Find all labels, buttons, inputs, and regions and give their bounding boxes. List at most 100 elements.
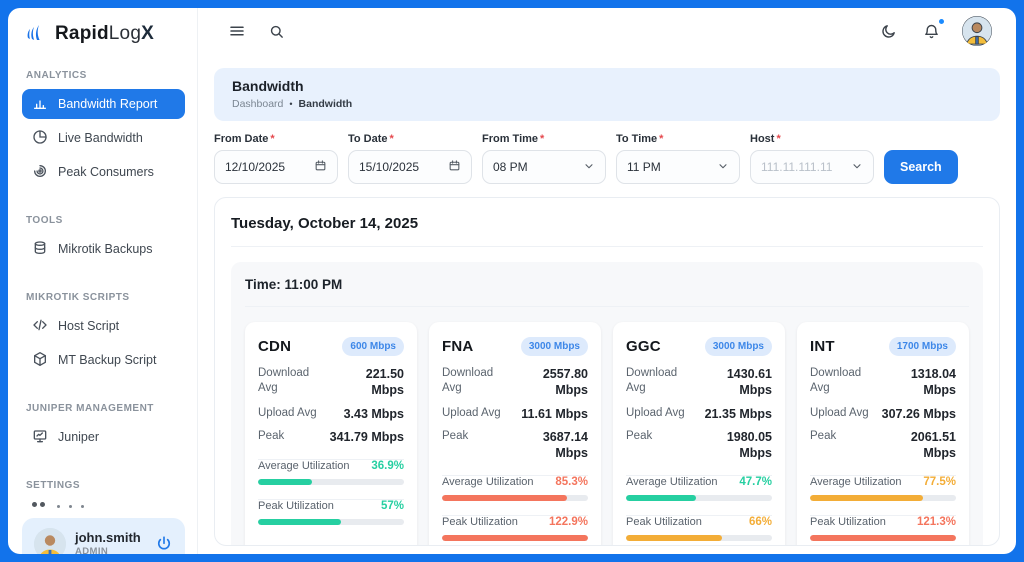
sidebar-item-juniper[interactable]: Juniper bbox=[22, 422, 185, 452]
interface-name: FNA bbox=[442, 338, 473, 355]
user-avatar bbox=[34, 528, 66, 554]
profile-avatar[interactable] bbox=[962, 16, 992, 46]
sidebar-item-mikrotik-backups[interactable]: Mikrotik Backups bbox=[22, 234, 185, 264]
metric-label: Download Avg bbox=[626, 366, 690, 399]
upload-avg-row: Upload Avg 307.26 Mbps bbox=[810, 406, 956, 422]
host-select[interactable]: 111.11.111.11 bbox=[750, 150, 874, 184]
metric-value: 2557.80 Mbps bbox=[514, 366, 588, 399]
required-asterisk: * bbox=[540, 133, 544, 145]
utilization-percent: 77.5% bbox=[923, 476, 956, 488]
sidebar-item-label: Mikrotik Backups bbox=[58, 242, 152, 256]
metric-label: Upload Avg bbox=[258, 406, 317, 422]
progress-bar bbox=[626, 495, 772, 501]
search-icon[interactable] bbox=[264, 19, 289, 44]
from-date-input[interactable]: 12/10/2025 bbox=[214, 150, 338, 184]
metric-value: 221.50 Mbps bbox=[330, 366, 404, 399]
time-heading: Time: 11:00 PM bbox=[245, 277, 969, 292]
sidebar-item-label: MT Backup Script bbox=[58, 353, 156, 367]
to-time-select[interactable]: 11 PM bbox=[616, 150, 740, 184]
topbar bbox=[198, 8, 1016, 54]
host-field: Host* 111.11.111.11 bbox=[750, 133, 874, 184]
progress-bar bbox=[442, 495, 588, 501]
utilization-label: Peak Utilization bbox=[810, 516, 886, 528]
sidebar-item-live-bandwidth[interactable]: Live Bandwidth bbox=[22, 123, 185, 153]
utilization-label: Average Utilization bbox=[258, 460, 350, 472]
sidebar-item-label: Host Script bbox=[58, 319, 119, 333]
sidebar-item-peak-consumers[interactable]: Peak Consumers bbox=[22, 157, 185, 187]
required-asterisk: * bbox=[659, 133, 663, 145]
metric-value: 307.26 Mbps bbox=[882, 406, 956, 422]
sidebar-item-partial-label bbox=[57, 499, 84, 508]
database-icon bbox=[32, 240, 48, 259]
dark-mode-moon-icon[interactable] bbox=[876, 19, 901, 44]
from-date-field: From Date* 12/10/2025 bbox=[214, 133, 338, 184]
calendar-icon bbox=[314, 159, 327, 175]
to-date-input[interactable]: 15/10/2025 bbox=[348, 150, 472, 184]
utilization-percent: 36.9% bbox=[371, 460, 404, 472]
cube-icon bbox=[32, 351, 48, 370]
user-name: john.smith bbox=[75, 531, 141, 546]
brand-wave-icon bbox=[24, 22, 48, 46]
progress-bar-fill bbox=[258, 519, 341, 525]
from-time-field: From Time* 08 PM bbox=[482, 133, 606, 184]
sidebar-item-host-script[interactable]: Host Script bbox=[22, 311, 185, 341]
peak-row: Peak 3687.14 Mbps bbox=[442, 429, 588, 462]
metric-label: Upload Avg bbox=[810, 406, 869, 422]
nav-section-juniper-management: JUNIPER MANAGEMENT Juniper bbox=[22, 403, 185, 456]
nav-section-mikrotik-scripts: MIKROTIK SCRIPTS Host Script MT Backup S… bbox=[22, 292, 185, 379]
code-icon bbox=[32, 317, 48, 336]
sidebar-item-partial[interactable] bbox=[32, 499, 185, 512]
utilization-percent: 57% bbox=[381, 500, 404, 512]
utilization-percent: 121.3% bbox=[917, 516, 956, 528]
bar-chart-icon bbox=[32, 95, 48, 114]
required-asterisk: * bbox=[776, 133, 780, 145]
from-time-select[interactable]: 08 PM bbox=[482, 150, 606, 184]
sidebar-item-label: Live Bandwidth bbox=[58, 131, 143, 145]
interface-card: FNA 3000 Mbps Download Avg 2557.80 Mbps … bbox=[429, 322, 601, 546]
brand-logo[interactable]: RapidLogX bbox=[22, 22, 185, 46]
monitor-icon bbox=[32, 428, 48, 447]
utilization-percent: 85.3% bbox=[555, 476, 588, 488]
nav-section-tools: TOOLS Mikrotik Backups bbox=[22, 215, 185, 268]
notification-dot bbox=[938, 18, 945, 25]
peak-utilization-block: Peak Utilization 66% bbox=[626, 516, 772, 541]
breadcrumb-current: Bandwidth bbox=[299, 98, 353, 110]
average-utilization-block: Average Utilization 85.3% bbox=[442, 476, 588, 501]
brand-name: RapidLogX bbox=[55, 23, 154, 45]
capacity-badge: 3000 Mbps bbox=[705, 337, 772, 356]
sidebar-item-mt-backup-script[interactable]: MT Backup Script bbox=[22, 345, 185, 375]
user-card[interactable]: john.smith ADMIN bbox=[22, 518, 185, 554]
upload-avg-row: Upload Avg 3.43 Mbps bbox=[258, 406, 404, 422]
progress-bar bbox=[258, 479, 404, 485]
metric-value: 3687.14 Mbps bbox=[510, 429, 588, 462]
sliders-icon bbox=[32, 499, 45, 507]
sidebar: RapidLogX ANALYTICS Bandwidth Report Liv… bbox=[8, 8, 198, 554]
page-title: Bandwidth bbox=[232, 78, 982, 94]
sidebar-item-bandwidth-report[interactable]: Bandwidth Report bbox=[22, 89, 185, 119]
metric-value: 21.35 Mbps bbox=[705, 406, 772, 422]
page-content: Bandwidth Dashboard • Bandwidth From Dat… bbox=[198, 54, 1016, 554]
required-asterisk: * bbox=[390, 133, 394, 145]
metric-value: 2061.51 Mbps bbox=[878, 429, 956, 462]
page-header-banner: Bandwidth Dashboard • Bandwidth bbox=[214, 68, 1000, 121]
hamburger-menu-icon[interactable] bbox=[224, 18, 250, 44]
chevron-down-icon bbox=[717, 160, 729, 175]
host-placeholder: 111.11.111.11 bbox=[761, 160, 832, 174]
search-button[interactable]: Search bbox=[884, 150, 958, 184]
breadcrumb-dashboard[interactable]: Dashboard bbox=[232, 98, 283, 110]
power-icon[interactable] bbox=[155, 535, 173, 553]
metric-value: 1980.05 Mbps bbox=[694, 429, 772, 462]
average-utilization-block: Average Utilization 77.5% bbox=[810, 476, 956, 501]
progress-bar-fill bbox=[258, 479, 312, 485]
peak-row: Peak 341.79 Mbps bbox=[258, 429, 404, 445]
to-date-field: To Date* 15/10/2025 bbox=[348, 133, 472, 184]
upload-avg-row: Upload Avg 21.35 Mbps bbox=[626, 406, 772, 422]
chevron-down-icon bbox=[583, 160, 595, 175]
progress-bar-fill bbox=[626, 535, 722, 541]
breadcrumb: Dashboard • Bandwidth bbox=[232, 98, 982, 110]
divider bbox=[231, 246, 983, 247]
notifications-bell-icon[interactable] bbox=[919, 19, 944, 44]
download-avg-row: Download Avg 1318.04 Mbps bbox=[810, 366, 956, 399]
utilization-label: Average Utilization bbox=[442, 476, 534, 488]
utilization-percent: 122.9% bbox=[549, 516, 588, 528]
